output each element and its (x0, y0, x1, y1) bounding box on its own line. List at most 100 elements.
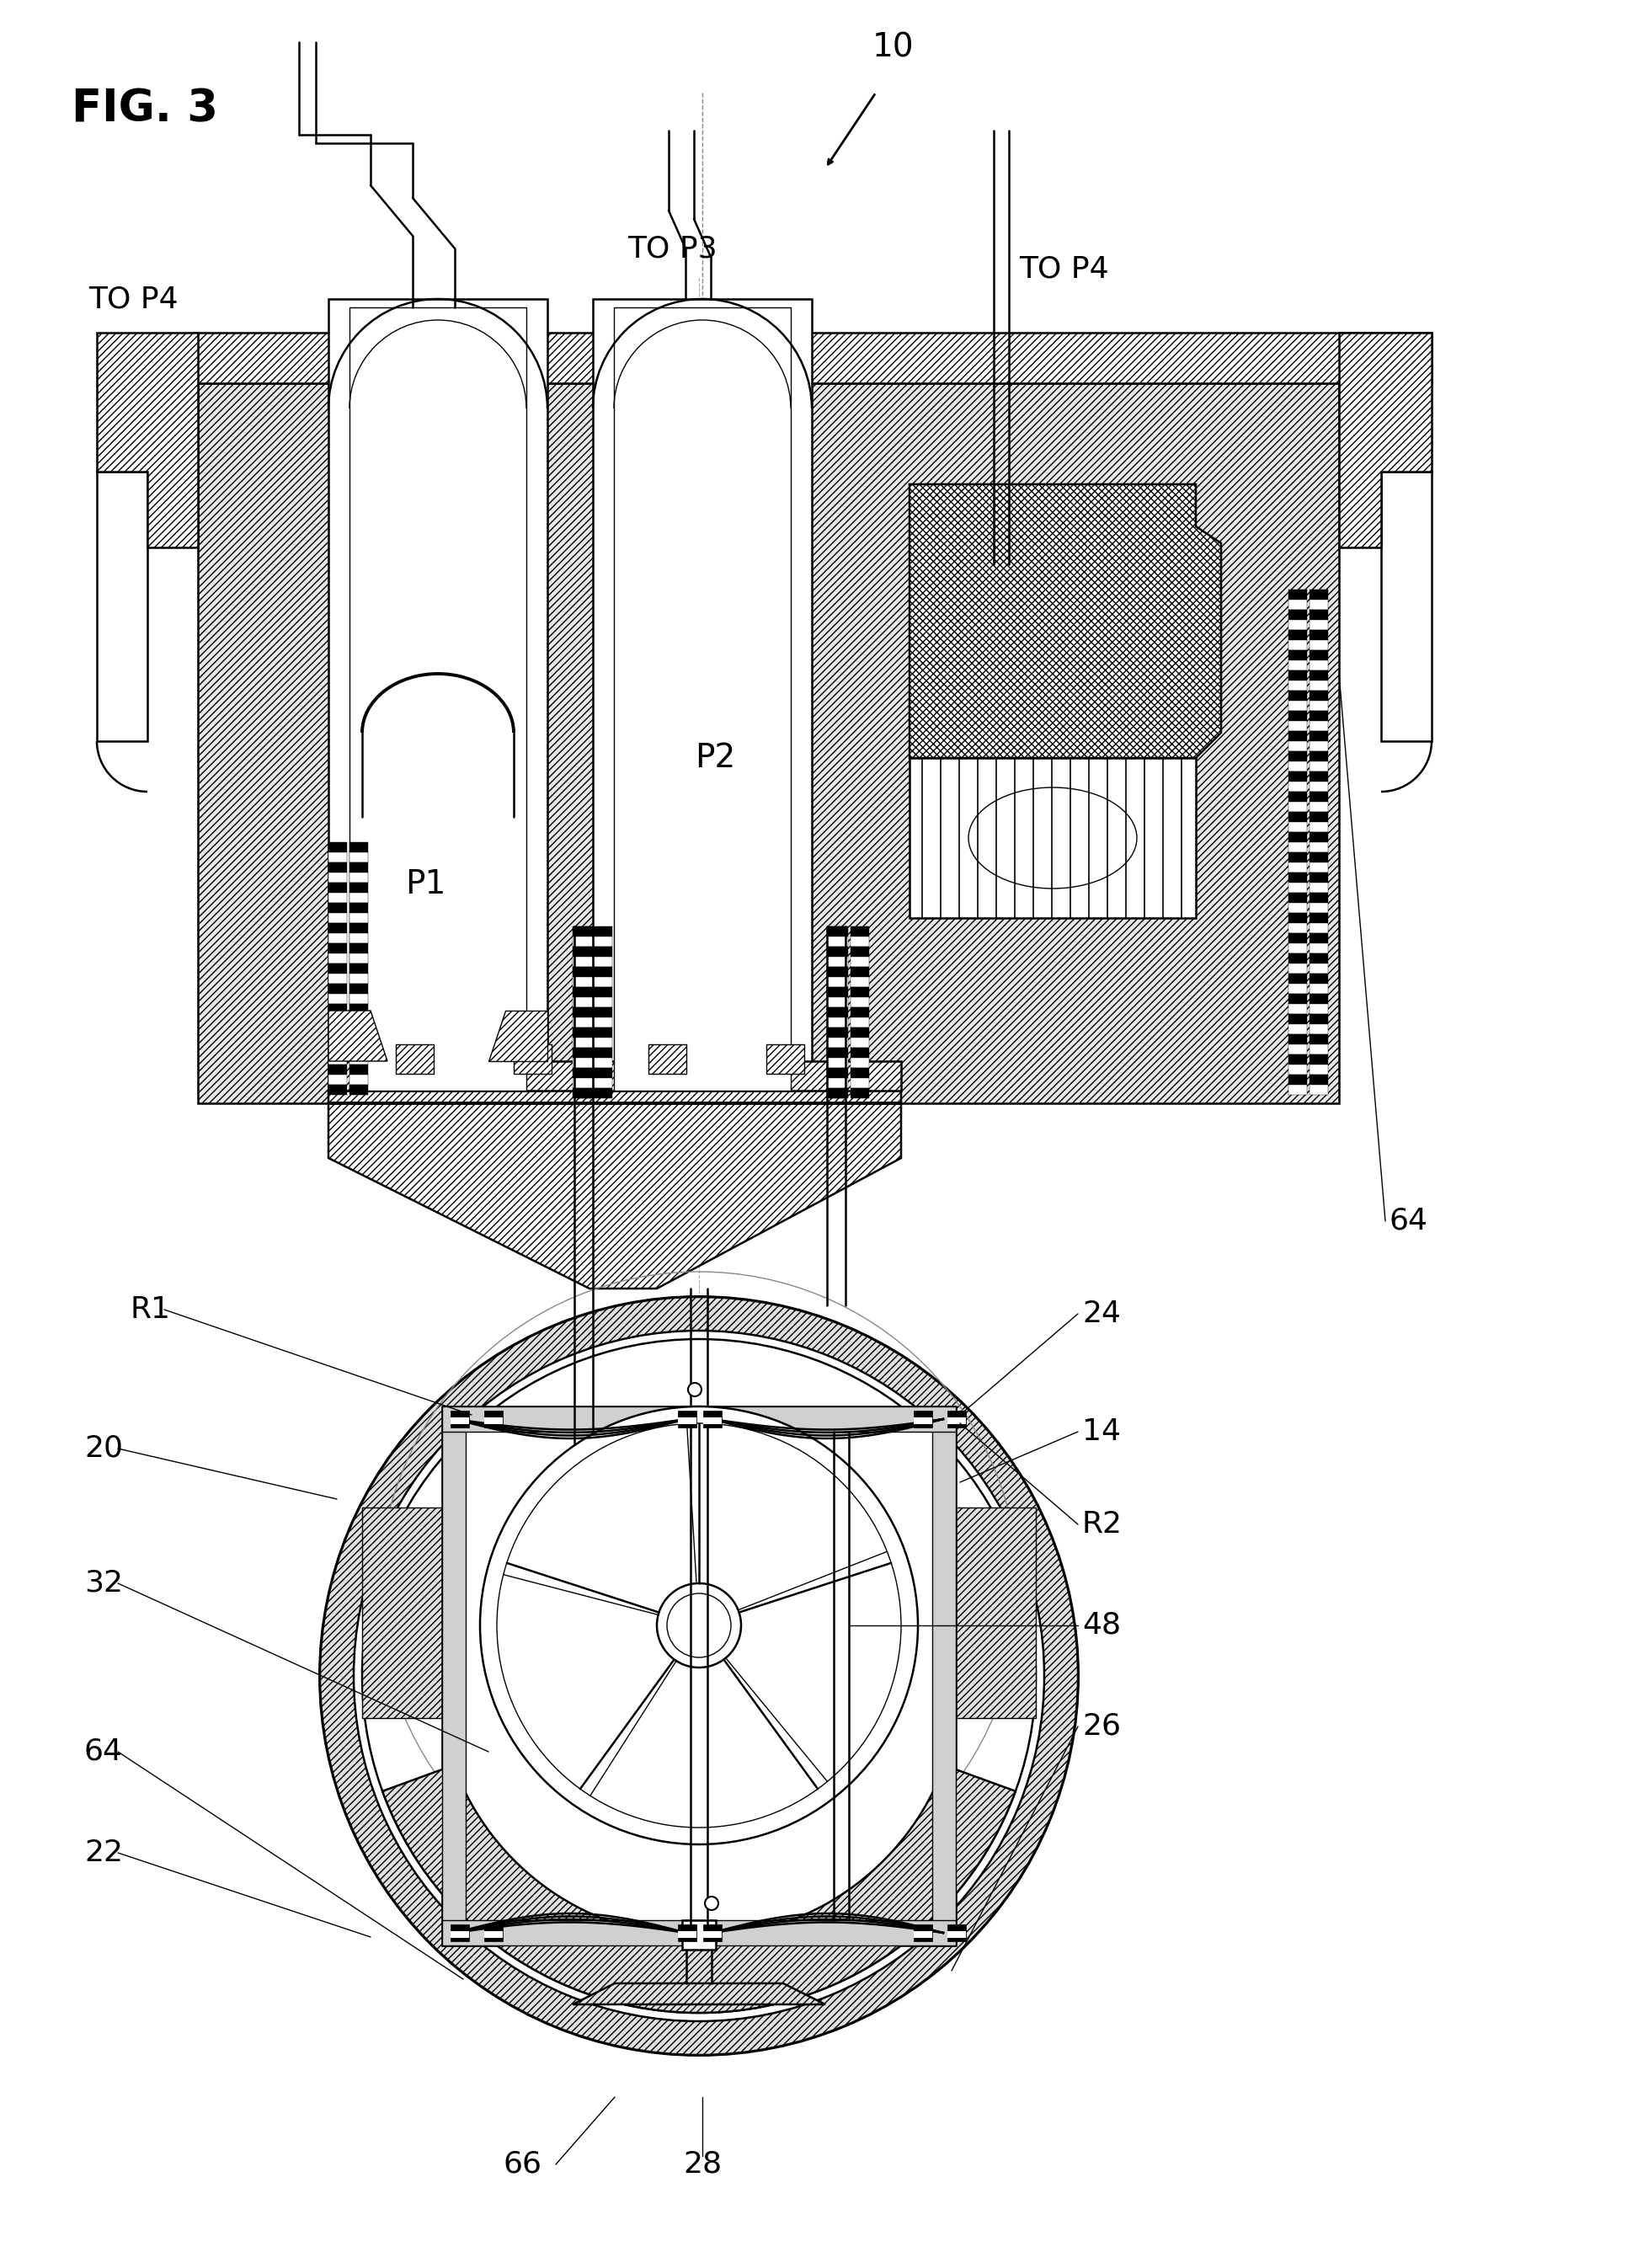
Bar (851, 1027, 869, 1036)
Bar (947, 1418, 966, 1424)
Bar (1310, 862, 1328, 873)
Bar (350, 973, 368, 984)
Bar (1310, 671, 1328, 680)
Bar (766, 1043, 804, 1073)
Bar (1289, 894, 1306, 903)
Bar (574, 1027, 592, 1036)
Text: FIG. 3: FIG. 3 (72, 86, 218, 132)
Bar (851, 1007, 869, 1018)
Bar (350, 993, 368, 1005)
Bar (1289, 651, 1306, 660)
Bar (1310, 1005, 1328, 1014)
Bar (914, 1411, 932, 1427)
Bar (329, 932, 347, 943)
Bar (594, 1077, 612, 1089)
Bar (851, 1057, 869, 1068)
Bar (573, 946, 591, 957)
Bar (830, 1089, 848, 1098)
Circle shape (321, 1297, 1079, 2055)
Bar (1289, 821, 1306, 832)
Bar (1310, 914, 1328, 923)
Bar (574, 1077, 592, 1089)
Bar (851, 998, 869, 1007)
Bar (1310, 932, 1328, 943)
Bar (350, 1043, 368, 1055)
Bar (1310, 973, 1328, 984)
Text: 28: 28 (683, 2150, 722, 2180)
Bar (830, 987, 848, 998)
Circle shape (704, 1896, 719, 1910)
Bar (851, 1077, 869, 1089)
Bar (613, 308, 791, 1091)
Bar (350, 984, 368, 993)
Bar (350, 923, 368, 932)
Bar (451, 1411, 469, 1427)
Bar (1289, 1084, 1306, 1095)
Bar (574, 998, 592, 1007)
Bar (1310, 792, 1328, 803)
Bar (827, 966, 846, 978)
Bar (1289, 721, 1306, 730)
Bar (485, 1930, 503, 1937)
Bar (1289, 671, 1306, 680)
Circle shape (688, 1383, 701, 1397)
Text: R1: R1 (130, 1295, 171, 1325)
Bar (947, 1923, 966, 1941)
Bar (827, 998, 846, 1007)
Bar (329, 914, 347, 923)
Bar (329, 873, 347, 882)
Bar (1289, 953, 1306, 964)
Bar (703, 1930, 722, 1937)
Polygon shape (194, 333, 1432, 383)
Bar (574, 1089, 592, 1098)
Bar (909, 758, 1196, 919)
Bar (329, 984, 347, 993)
Bar (350, 1025, 368, 1034)
Bar (932, 1406, 955, 1946)
Bar (1289, 631, 1306, 640)
Bar (1289, 771, 1306, 782)
Bar (329, 1014, 347, 1025)
Bar (649, 1043, 687, 1073)
Bar (1310, 882, 1328, 894)
Text: TO P4: TO P4 (1019, 256, 1108, 284)
Bar (350, 882, 368, 894)
Bar (329, 882, 347, 894)
Bar (1289, 689, 1306, 701)
Bar (350, 953, 368, 964)
Bar (1310, 1075, 1328, 1084)
Bar (1310, 984, 1328, 993)
Bar (1310, 599, 1328, 610)
Bar (350, 1005, 368, 1014)
Bar (574, 937, 592, 946)
Bar (329, 1055, 347, 1064)
Bar (594, 1057, 612, 1068)
Bar (851, 987, 869, 998)
Bar (1310, 993, 1328, 1005)
Bar (329, 1043, 347, 1055)
Bar (851, 1068, 869, 1077)
Bar (678, 1930, 696, 1937)
Bar (573, 1018, 591, 1027)
Bar (830, 998, 848, 1007)
Bar (947, 1930, 966, 1937)
Bar (1310, 701, 1328, 710)
Bar (594, 957, 612, 966)
Bar (1310, 1034, 1328, 1043)
Bar (350, 932, 368, 943)
Polygon shape (329, 1012, 387, 1061)
Bar (827, 1068, 846, 1077)
Bar (947, 1411, 966, 1427)
Bar (830, 978, 848, 987)
Wedge shape (382, 1765, 1015, 2012)
Bar (594, 987, 612, 998)
Bar (851, 946, 869, 957)
Bar (1289, 984, 1306, 993)
Bar (574, 946, 592, 957)
Bar (451, 1923, 469, 1941)
Bar (827, 1007, 846, 1018)
Bar (573, 937, 591, 946)
Text: 26: 26 (1082, 1712, 1121, 1742)
Bar (1310, 903, 1328, 914)
Bar (451, 1418, 469, 1424)
